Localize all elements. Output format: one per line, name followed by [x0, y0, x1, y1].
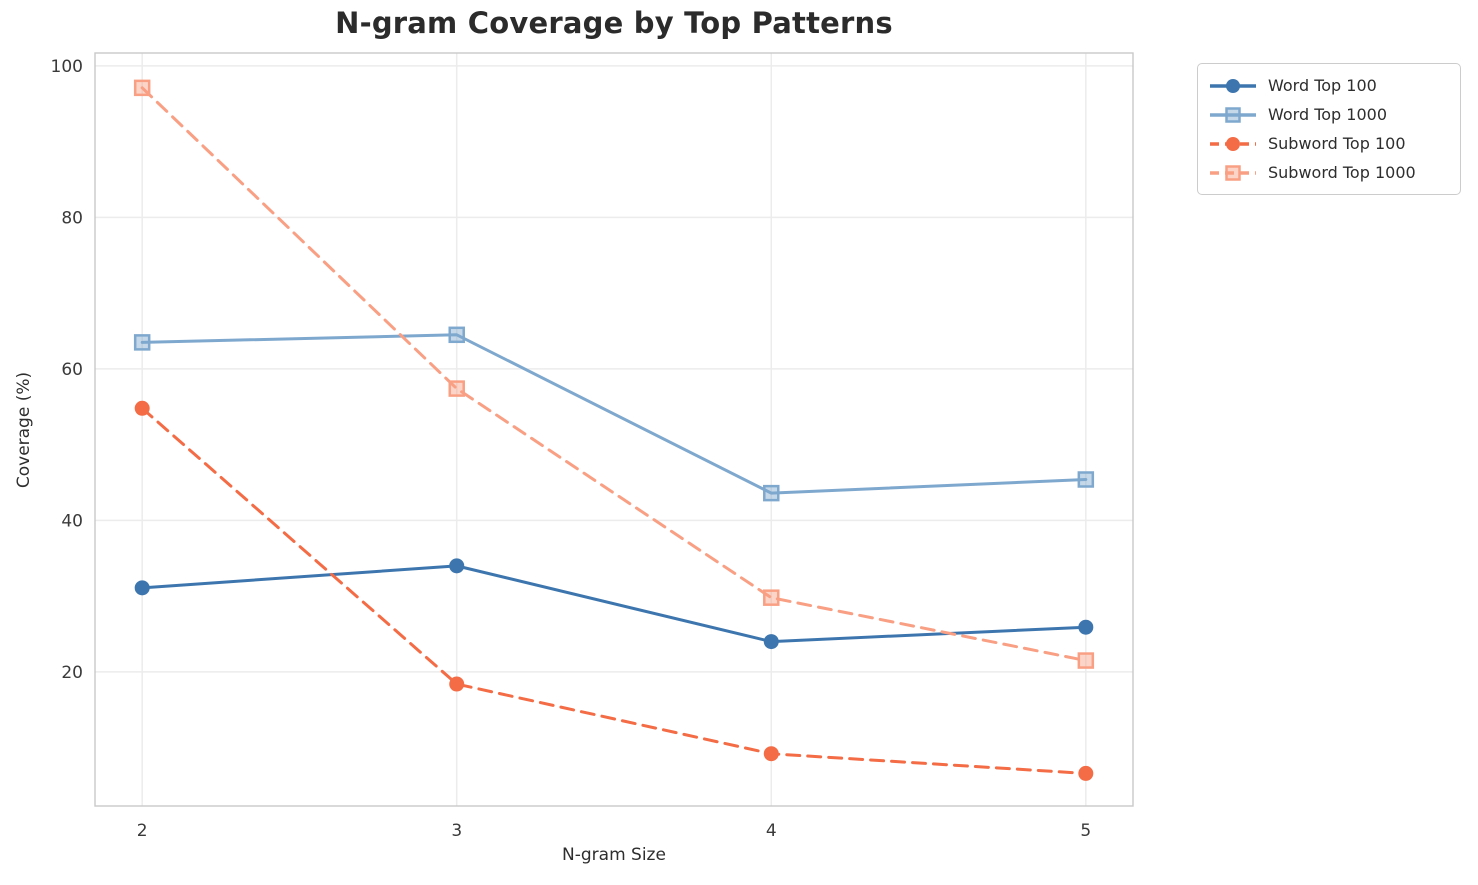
x-tick-label: 2: [137, 821, 148, 841]
y-tick-label: 40: [61, 511, 83, 531]
legend-sample: [1210, 106, 1256, 123]
legend-label: Word Top 1000: [1268, 105, 1388, 124]
legend-label: Subword Top 100: [1268, 134, 1406, 153]
chart-title: N-gram Coverage by Top Patterns: [335, 6, 893, 40]
legend-item: Subword Top 100: [1208, 129, 1448, 158]
data-point-marker: [1078, 619, 1094, 635]
data-point-marker: [1077, 652, 1095, 669]
circle-marker-icon: [1226, 78, 1240, 93]
legend-item: Word Top 1000: [1208, 100, 1448, 129]
data-point-marker: [449, 676, 465, 692]
data-point-marker: [133, 334, 151, 351]
axes-spines: [94, 52, 1134, 807]
series-line-subword-top-100: [140, 406, 1088, 775]
data-point-marker: [448, 380, 465, 397]
x-tick-label: 5: [1080, 821, 1091, 841]
data-point-marker: [763, 484, 780, 502]
series-line-subword-top-1000: [140, 86, 1088, 663]
data-point-marker: [134, 400, 150, 416]
x-tick-label: 3: [451, 821, 462, 841]
square-marker-icon: [1225, 164, 1241, 181]
data-point-marker: [448, 326, 465, 344]
data-point-marker: [134, 580, 150, 596]
legend: Word Top 100 Word Top 1000 Subword Top 100…: [1197, 63, 1461, 195]
legend-sample: [1210, 78, 1256, 93]
x-tick-label: 4: [766, 821, 777, 841]
data-point-marker: [133, 79, 151, 97]
legend-item: Subword Top 1000: [1208, 158, 1448, 187]
legend-sample: [1210, 136, 1256, 151]
square-marker-icon: [1225, 106, 1241, 123]
y-tick-label: 60: [61, 360, 83, 380]
data-point-marker: [1077, 471, 1095, 488]
legend-item: Word Top 100: [1208, 71, 1448, 100]
x-axis-label: N-gram Size: [562, 845, 666, 865]
y-tick-label: 20: [61, 663, 83, 683]
series-line-word-top-1000: [140, 333, 1088, 495]
circle-marker-icon: [1226, 136, 1240, 151]
y-axis-label: Coverage (%): [14, 371, 34, 489]
data-point-marker: [1078, 765, 1094, 781]
data-point-marker: [763, 634, 779, 650]
data-point-marker: [763, 589, 780, 606]
legend-label: Word Top 100: [1268, 76, 1377, 95]
y-tick-label: 100: [51, 57, 83, 77]
series-line-word-top-100: [140, 564, 1088, 644]
data-point-marker: [449, 558, 465, 574]
y-tick-label: 80: [61, 208, 83, 228]
legend-sample: [1210, 164, 1256, 181]
data-point-marker: [763, 746, 779, 762]
legend-label: Subword Top 1000: [1268, 163, 1416, 182]
